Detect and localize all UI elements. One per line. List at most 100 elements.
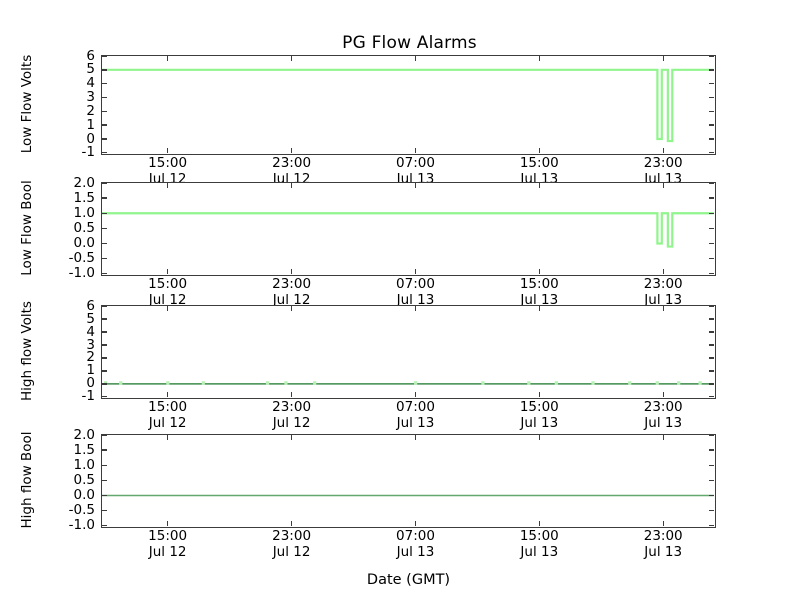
x-tick-mark xyxy=(662,147,664,153)
sample-marker xyxy=(628,381,632,385)
y-tick-mark xyxy=(102,124,107,126)
x-tick-mark xyxy=(538,520,541,526)
x-tick-mark xyxy=(538,147,541,153)
y-tick-mark xyxy=(102,525,107,527)
x-tick-mark xyxy=(414,56,417,61)
y-tick-label: 6 xyxy=(86,47,95,64)
x-axis-label: Date (GMT) xyxy=(366,572,451,588)
sample-marker xyxy=(313,381,317,385)
y-tick-mark xyxy=(708,344,714,346)
y-tick-label: 1.5 xyxy=(73,189,95,206)
x-tick-label-date: Jul 12 xyxy=(148,544,187,560)
subplot-high-flow-bool xyxy=(101,434,716,528)
x-tick-label-time: 15:00 xyxy=(148,399,188,415)
y-tick-label: -1.0 xyxy=(68,265,95,282)
x-tick-label-time: 07:00 xyxy=(396,155,435,171)
x-tick-mark xyxy=(662,183,664,188)
y-tick-mark xyxy=(708,124,714,126)
x-tick-label-time: 15:00 xyxy=(519,528,559,544)
x-tick-label-date: Jul 13 xyxy=(520,544,559,560)
y-tick-label: -0.5 xyxy=(68,250,95,267)
x-tick-mark xyxy=(414,520,417,526)
data-line-low-flow-volts xyxy=(102,68,714,143)
plot-area-low-flow-bool xyxy=(102,183,715,275)
subplot-low-flow-volts xyxy=(101,55,716,155)
y-tick-mark xyxy=(102,55,107,57)
y-tick-label: 0.5 xyxy=(73,472,95,488)
x-tick-mark xyxy=(538,435,541,440)
sample-marker xyxy=(414,381,418,385)
x-tick-label-date: Jul 12 xyxy=(272,415,311,431)
y-tick-mark xyxy=(102,257,107,260)
y-tick-mark xyxy=(708,55,714,57)
y-tick-mark xyxy=(102,197,107,199)
sample-marker xyxy=(284,381,288,385)
series-high-flow-bool xyxy=(102,494,714,497)
data-line-low-flow-bool xyxy=(102,212,714,248)
x-tick-label-date: Jul 13 xyxy=(644,415,683,431)
y-tick-mark xyxy=(102,331,107,333)
y-tick-label: 2.0 xyxy=(73,174,95,191)
y-tick-mark xyxy=(708,69,714,71)
y-tick-mark xyxy=(708,212,714,214)
x-tick-mark xyxy=(538,183,541,188)
y-axis-label-high-flow-bool: High flow Bool xyxy=(19,431,35,529)
x-tick-mark xyxy=(167,520,169,526)
subplot-high-flow-volts xyxy=(101,305,716,399)
y-tick-mark xyxy=(102,396,107,398)
x-tick-mark xyxy=(167,391,169,397)
y-tick-mark xyxy=(102,212,107,214)
y-tick-mark xyxy=(102,449,107,451)
y-tick-mark xyxy=(102,242,107,245)
y-tick-mark xyxy=(102,273,107,275)
x-tick-label-time: 23:00 xyxy=(272,528,312,544)
sample-marker xyxy=(265,381,270,385)
y-tick-mark xyxy=(102,182,107,184)
x-tick-mark xyxy=(414,147,417,153)
x-tick-mark xyxy=(414,435,417,440)
y-tick-mark xyxy=(708,464,714,466)
x-tick-label-time: 07:00 xyxy=(396,528,435,544)
plot-area-high-flow-bool xyxy=(102,435,715,527)
y-tick-label: -1 xyxy=(81,388,95,405)
y-tick-label: 0.5 xyxy=(73,220,95,236)
y-tick-mark xyxy=(708,370,714,372)
series-low-flow-bool xyxy=(102,212,714,248)
x-tick-mark xyxy=(662,391,664,397)
y-tick-mark xyxy=(708,331,714,333)
y-tick-mark xyxy=(708,110,714,112)
y-tick-mark xyxy=(708,305,714,307)
y-tick-mark xyxy=(708,509,714,512)
y-tick-mark xyxy=(102,227,107,230)
y-tick-mark xyxy=(708,152,714,154)
y-tick-label: 5 xyxy=(86,310,95,327)
sample-marker xyxy=(201,381,205,385)
y-tick-label: -1.0 xyxy=(68,517,95,534)
x-tick-label-time: 07:00 xyxy=(396,399,435,415)
x-tick-mark xyxy=(167,268,169,274)
x-tick-mark xyxy=(414,306,417,311)
y-tick-mark xyxy=(102,494,107,497)
x-tick-mark xyxy=(662,435,664,440)
x-tick-label-time: 15:00 xyxy=(148,528,188,544)
x-tick-mark xyxy=(290,306,293,311)
y-tick-label: 2 xyxy=(86,349,95,366)
x-tick-label-time: 23:00 xyxy=(272,276,312,292)
y-tick-label: 1.0 xyxy=(73,204,95,221)
x-tick-label-time: 23:00 xyxy=(643,276,683,292)
y-tick-label: 2 xyxy=(86,102,95,119)
x-tick-label-date: Jul 12 xyxy=(272,292,311,308)
y-tick-label: -0.5 xyxy=(68,502,95,519)
x-tick-mark xyxy=(290,183,293,188)
y-tick-mark xyxy=(102,110,107,112)
sample-marker xyxy=(166,381,170,385)
y-tick-mark xyxy=(708,227,714,230)
y-tick-label: 4 xyxy=(86,75,95,92)
y-tick-mark xyxy=(708,449,714,451)
x-tick-mark xyxy=(290,520,293,526)
x-tick-mark xyxy=(662,268,664,274)
y-tick-mark xyxy=(708,494,714,497)
y-tick-mark xyxy=(708,273,714,275)
y-tick-label: 0.0 xyxy=(73,487,95,504)
y-tick-mark xyxy=(708,242,714,245)
